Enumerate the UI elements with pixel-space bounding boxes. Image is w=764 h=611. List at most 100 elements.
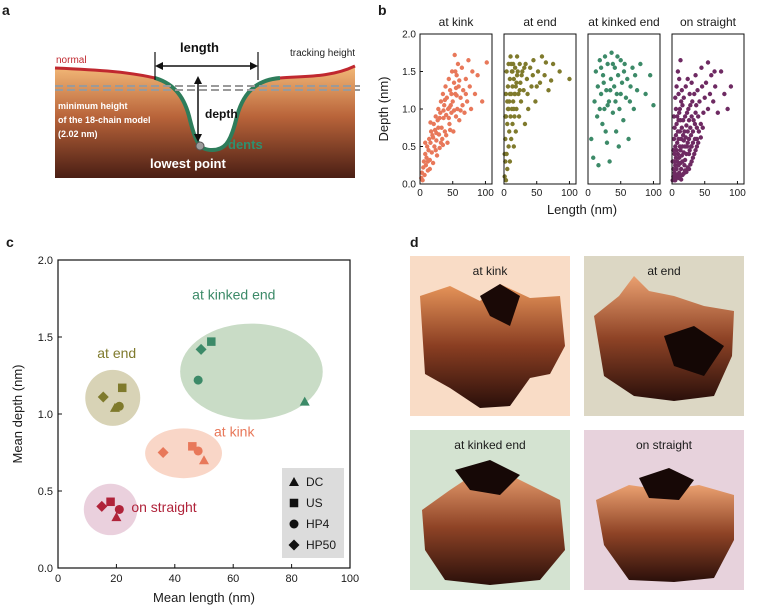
data-point	[434, 153, 440, 158]
data-point	[503, 91, 509, 97]
circle-marker	[193, 446, 203, 456]
data-point	[594, 114, 600, 119]
legend-label: US	[306, 496, 323, 510]
data-point	[433, 148, 438, 153]
data-point	[673, 163, 678, 168]
x-tick-label: 20	[110, 573, 122, 585]
data-point	[442, 129, 448, 134]
data-point	[533, 99, 538, 104]
data-point	[709, 73, 714, 78]
data-point	[612, 65, 618, 70]
data-point	[445, 140, 450, 145]
group-label: on straight	[131, 499, 196, 515]
data-point	[605, 103, 610, 108]
data-point	[701, 110, 706, 115]
data-point	[423, 151, 428, 157]
y-tick-label: 1.0	[402, 105, 416, 116]
data-point	[510, 121, 515, 127]
legend-label: HP4	[306, 517, 330, 531]
group-area	[83, 483, 138, 536]
data-point	[548, 78, 554, 83]
lowest-point-marker	[195, 141, 205, 151]
data-point	[679, 125, 685, 130]
data-point	[522, 65, 527, 70]
group-backgrounds	[83, 323, 323, 536]
data-point	[468, 106, 474, 112]
circle-marker	[114, 401, 124, 411]
data-point	[525, 91, 530, 97]
data-point	[428, 120, 433, 125]
data-point	[505, 166, 510, 172]
x-axis-label: Mean length (nm)	[153, 590, 255, 605]
data-point	[614, 91, 619, 97]
data-point	[451, 108, 457, 113]
panel-letter-b: b	[378, 2, 387, 18]
y-tick-label: 0.5	[38, 486, 53, 498]
data-point	[505, 84, 511, 89]
data-point	[455, 61, 461, 67]
data-point	[502, 151, 507, 157]
y-axis-label: Mean depth (nm)	[10, 365, 25, 464]
data-point	[453, 114, 459, 119]
data-point	[509, 61, 514, 67]
depth-arrow-top-head	[194, 76, 202, 84]
data-point	[688, 144, 694, 149]
x-axis-label: Length (nm)	[547, 202, 617, 217]
panel-c-mean-scatter: at kinked end at end at kink on straight 0 20…	[10, 255, 359, 605]
data-point	[546, 88, 551, 93]
data-point	[682, 129, 687, 134]
data-point	[688, 133, 694, 138]
data-point	[621, 118, 626, 123]
data-point	[677, 110, 682, 115]
x-tick-label: 0	[417, 188, 423, 199]
topography-at-kinked-end	[422, 460, 565, 585]
x-tick-label: 40	[169, 573, 181, 585]
data-point	[684, 144, 690, 149]
data-point	[505, 99, 510, 104]
data-point	[725, 106, 730, 112]
data-point	[455, 106, 460, 112]
data-point	[442, 103, 447, 108]
data-point	[674, 148, 679, 153]
data-point	[673, 106, 679, 112]
data-point	[690, 99, 695, 104]
data-point	[638, 61, 643, 67]
data-point	[440, 91, 446, 97]
y-tick-label: 1.0	[38, 409, 53, 421]
panel-b-scatter-grid: at kink 0 50 100 0.0 0.5 1.0 1.5 2.0 at end 0 50 100…	[376, 15, 746, 217]
data-point	[626, 136, 631, 142]
data-point	[506, 144, 511, 149]
data-point	[673, 95, 678, 100]
data-point	[702, 95, 707, 100]
data-point	[673, 133, 679, 138]
square-marker	[106, 497, 115, 507]
group-label: at end	[97, 345, 136, 361]
data-point	[643, 91, 648, 97]
data-point	[446, 115, 451, 121]
data-point	[516, 91, 521, 97]
data-point	[458, 95, 463, 100]
subplot-at-kinked-end: at kinked end 0 50 100	[585, 15, 662, 199]
data-point	[428, 129, 434, 134]
data-point	[458, 108, 463, 113]
data-point	[728, 84, 734, 89]
data-point	[511, 144, 517, 149]
data-point	[693, 110, 698, 115]
data-point	[436, 106, 441, 112]
subplot-at-end: at end 0 50 100	[501, 15, 578, 199]
subplot-title: at kink	[439, 15, 475, 29]
dents-label: dents	[228, 137, 263, 152]
x-tick-label: 80	[285, 573, 297, 585]
triangle-marker	[111, 512, 122, 522]
data-point	[506, 106, 511, 112]
data-point	[440, 142, 446, 148]
data-point	[610, 110, 616, 115]
data-point	[534, 84, 539, 89]
data-point	[451, 80, 457, 85]
data-point	[449, 69, 455, 74]
data-point	[692, 151, 697, 157]
data-point	[524, 76, 530, 82]
data-point	[461, 88, 466, 93]
y-tick-label: 0.0	[402, 180, 416, 191]
data-point	[623, 95, 629, 100]
